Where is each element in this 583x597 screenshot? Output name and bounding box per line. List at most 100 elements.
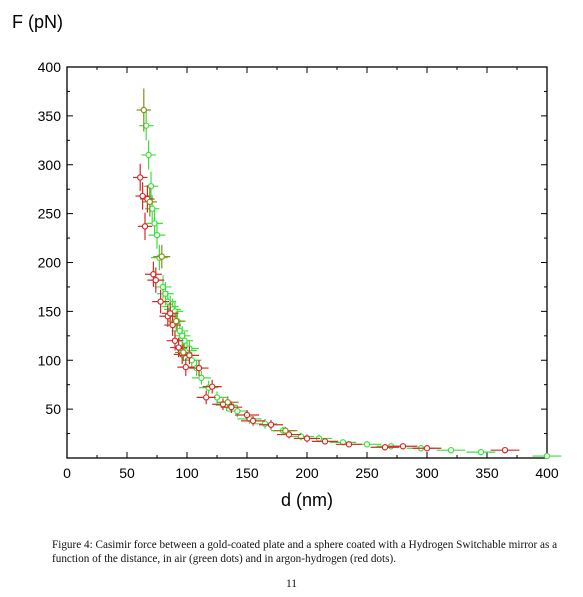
- x-tick-label: 200: [295, 465, 319, 481]
- point-marker: [146, 198, 153, 206]
- data-point: [167, 311, 185, 331]
- point-marker: [153, 231, 161, 239]
- point-marker: [423, 445, 431, 452]
- point-marker: [166, 310, 174, 317]
- data-point: [166, 330, 184, 351]
- point-marker: [172, 317, 180, 325]
- point-marker: [198, 374, 205, 382]
- data-point: [259, 419, 283, 430]
- caption-text: Casimir force between a gold-coated plat…: [52, 539, 558, 565]
- point-marker: [303, 435, 311, 442]
- data-point: [145, 261, 162, 287]
- data-point: [147, 267, 165, 293]
- point-marker: [158, 253, 165, 260]
- data-point: [287, 432, 315, 441]
- data-point: [217, 396, 239, 409]
- axis-ticks: 0 50 100 150 200 250 300 350 400 50 100 150 200 250 30…: [38, 59, 559, 481]
- data-point: [532, 452, 562, 460]
- point-marker: [399, 443, 407, 450]
- data-point: [202, 379, 222, 394]
- point-marker: [543, 452, 551, 460]
- data-point: [412, 445, 442, 452]
- point-marker: [180, 349, 187, 356]
- point-marker: [202, 394, 210, 401]
- point-marker: [145, 151, 152, 159]
- data-point: [220, 401, 243, 414]
- y-tick-label: 400: [38, 59, 62, 75]
- point-marker: [224, 399, 231, 406]
- point-marker: [477, 448, 485, 456]
- point-marker: [182, 363, 189, 371]
- data-point: [490, 446, 520, 454]
- data-point: [146, 209, 163, 238]
- point-marker: [285, 431, 293, 438]
- y-tick-label: 250: [38, 206, 62, 222]
- point-marker: [345, 441, 353, 448]
- data-point: [329, 439, 357, 446]
- data-point: [189, 360, 209, 376]
- point-marker: [297, 433, 305, 440]
- point-marker: [363, 441, 371, 448]
- data-point: [175, 343, 192, 362]
- casimir-force-chart: F (pN) d (nm) 0 50 100 150 200 250 300 350 400 50…: [12, 12, 562, 510]
- data-point: [141, 140, 156, 170]
- point-marker: [261, 420, 269, 427]
- data-point: [137, 212, 153, 241]
- point-marker: [267, 421, 275, 428]
- data-point: [370, 444, 400, 451]
- point-marker: [152, 276, 159, 284]
- data-point: [388, 443, 418, 450]
- x-tick-label: 150: [235, 465, 259, 481]
- data-point: [152, 289, 169, 314]
- point-marker: [141, 223, 149, 230]
- y-tick-label: 350: [38, 108, 62, 124]
- x-tick-label: 250: [355, 465, 379, 481]
- x-axis-label: d (nm): [281, 490, 333, 510]
- x-tick-label: 0: [63, 465, 71, 481]
- point-marker: [195, 364, 203, 372]
- data-point: [241, 415, 265, 426]
- y-tick-label: 50: [45, 401, 61, 417]
- data-point: [235, 410, 259, 420]
- y-tick-label: 300: [38, 157, 62, 173]
- point-marker: [186, 352, 193, 359]
- point-marker: [175, 344, 182, 351]
- figure-caption: Figure 4: Casimir force between a gold-c…: [52, 538, 574, 566]
- data-point: [335, 441, 363, 448]
- point-marker: [339, 439, 347, 446]
- x-tick-label: 400: [535, 465, 559, 481]
- data-point: [153, 244, 171, 269]
- y-tick-label: 150: [38, 303, 62, 319]
- series-2: [133, 163, 520, 454]
- data-point: [139, 110, 154, 141]
- data-points: [133, 88, 562, 460]
- point-marker: [282, 427, 289, 434]
- series-3: [136, 88, 298, 435]
- data-point: [466, 448, 496, 456]
- x-tick-label: 300: [415, 465, 439, 481]
- point-marker: [157, 298, 164, 305]
- point-marker: [147, 183, 155, 190]
- x-tick-label: 350: [475, 465, 499, 481]
- point-marker: [249, 417, 257, 425]
- page-number: 11: [285, 578, 298, 590]
- point-marker: [381, 444, 389, 451]
- series-1: [139, 110, 562, 460]
- caption-label: Figure 4:: [52, 539, 93, 551]
- y-tick-label: 200: [38, 255, 62, 271]
- point-marker: [447, 446, 455, 454]
- data-point: [142, 187, 157, 217]
- point-marker: [169, 321, 176, 329]
- point-marker: [228, 403, 235, 411]
- data-point: [133, 163, 148, 192]
- data-point: [436, 446, 466, 454]
- point-marker: [208, 383, 216, 390]
- data-point: [293, 434, 321, 443]
- data-point: [143, 171, 159, 201]
- point-marker: [501, 446, 509, 454]
- point-marker: [321, 438, 329, 445]
- point-marker: [243, 411, 251, 419]
- point-marker: [171, 337, 179, 344]
- data-point: [191, 371, 211, 385]
- data-point: [136, 88, 151, 132]
